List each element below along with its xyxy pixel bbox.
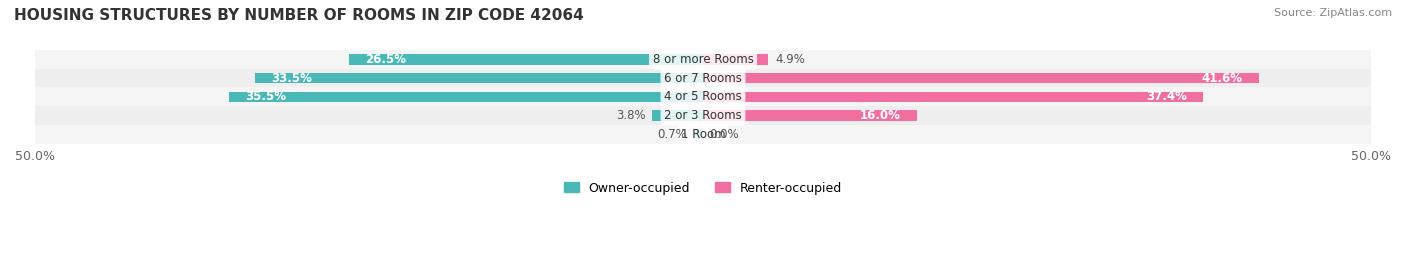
Bar xyxy=(35,87,1371,106)
Text: 41.6%: 41.6% xyxy=(1202,72,1243,85)
Text: 0.0%: 0.0% xyxy=(710,128,740,141)
Text: 2 or 3 Rooms: 2 or 3 Rooms xyxy=(664,109,742,122)
Text: 33.5%: 33.5% xyxy=(271,72,312,85)
Text: 26.5%: 26.5% xyxy=(366,53,406,66)
Bar xyxy=(652,110,703,121)
Bar xyxy=(35,50,1371,69)
Bar xyxy=(256,73,703,83)
Text: 6 or 7 Rooms: 6 or 7 Rooms xyxy=(664,72,742,85)
Bar xyxy=(693,129,703,139)
Bar xyxy=(703,110,917,121)
Text: 1 Room: 1 Room xyxy=(681,128,725,141)
Bar xyxy=(703,92,1202,102)
Bar xyxy=(35,106,1371,125)
Text: 3.8%: 3.8% xyxy=(616,109,645,122)
Text: 16.0%: 16.0% xyxy=(860,109,901,122)
Text: HOUSING STRUCTURES BY NUMBER OF ROOMS IN ZIP CODE 42064: HOUSING STRUCTURES BY NUMBER OF ROOMS IN… xyxy=(14,8,583,23)
Bar xyxy=(35,125,1371,144)
Text: 0.7%: 0.7% xyxy=(657,128,688,141)
Text: 8 or more Rooms: 8 or more Rooms xyxy=(652,53,754,66)
Bar xyxy=(703,73,1258,83)
Bar xyxy=(229,92,703,102)
Text: 37.4%: 37.4% xyxy=(1146,90,1187,103)
Text: 4 or 5 Rooms: 4 or 5 Rooms xyxy=(664,90,742,103)
Text: 35.5%: 35.5% xyxy=(245,90,285,103)
Legend: Owner-occupied, Renter-occupied: Owner-occupied, Renter-occupied xyxy=(564,182,842,194)
Text: 4.9%: 4.9% xyxy=(775,53,806,66)
Bar xyxy=(703,54,769,65)
Bar xyxy=(349,54,703,65)
Text: Source: ZipAtlas.com: Source: ZipAtlas.com xyxy=(1274,8,1392,18)
Bar xyxy=(35,69,1371,87)
